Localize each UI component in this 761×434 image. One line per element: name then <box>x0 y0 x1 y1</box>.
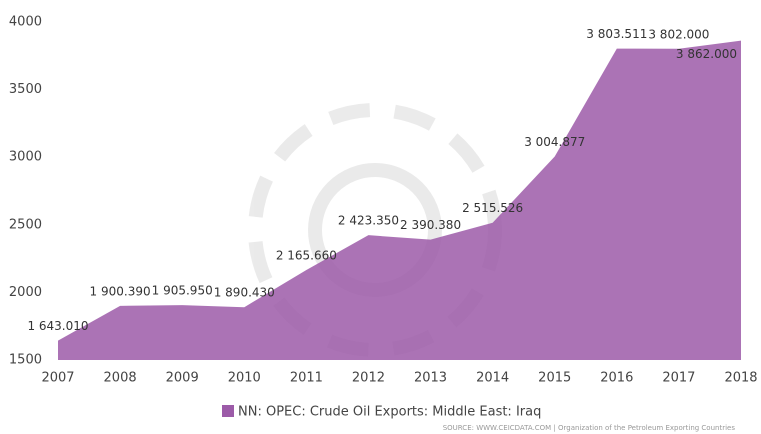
y-tick-label: 2000 <box>9 285 42 300</box>
value-label: 2 165.660 <box>276 249 337 263</box>
page: {"chart_data": {"type": "area", "categor… <box>0 0 761 434</box>
legend-swatch <box>222 405 234 417</box>
x-tick-label: 2008 <box>104 371 137 386</box>
value-label: 1 900.390 <box>90 284 151 298</box>
value-label: 3 802.000 <box>648 27 709 41</box>
x-tick-label: 2010 <box>228 371 261 386</box>
x-tick-label: 2017 <box>662 371 695 386</box>
y-tick-label: 4000 <box>9 15 42 30</box>
x-tick-label: 2013 <box>414 371 447 386</box>
legend-label: NN: OPEC: Crude Oil Exports: Middle East… <box>238 405 541 420</box>
y-tick-label: 2500 <box>9 217 42 232</box>
area <box>58 41 741 360</box>
value-label: 3 803.511 <box>586 27 647 41</box>
value-label: 3 862.000 <box>676 47 737 61</box>
x-tick-label: 2011 <box>290 371 323 386</box>
x-tick-label: 2009 <box>166 371 199 386</box>
x-tick-label: 2018 <box>724 371 757 386</box>
value-label: 2 515.526 <box>462 201 523 215</box>
x-tick-label: 2016 <box>600 371 633 386</box>
y-tick-label: 1500 <box>9 353 42 368</box>
chart: SOURCE: WWW.CEICDATA.COM | Organization … <box>0 0 761 434</box>
value-label: 3 004.877 <box>524 135 585 149</box>
x-tick-label: 2014 <box>476 371 509 386</box>
value-label: 1 905.950 <box>152 284 213 298</box>
value-label: 1 890.430 <box>214 286 275 300</box>
y-tick-label: 3500 <box>9 82 42 97</box>
source: SOURCE: WWW.CEICDATA.COM | Organization … <box>443 424 736 432</box>
value-label: 1 643.010 <box>27 319 88 333</box>
y-tick-label: 3000 <box>9 150 42 165</box>
x-tick-label: 2007 <box>41 371 74 386</box>
x-tick-label: 2015 <box>538 371 571 386</box>
value-label: 2 390.380 <box>400 218 461 232</box>
value-label: 2 423.350 <box>338 214 399 228</box>
x-tick-label: 2012 <box>352 371 385 386</box>
